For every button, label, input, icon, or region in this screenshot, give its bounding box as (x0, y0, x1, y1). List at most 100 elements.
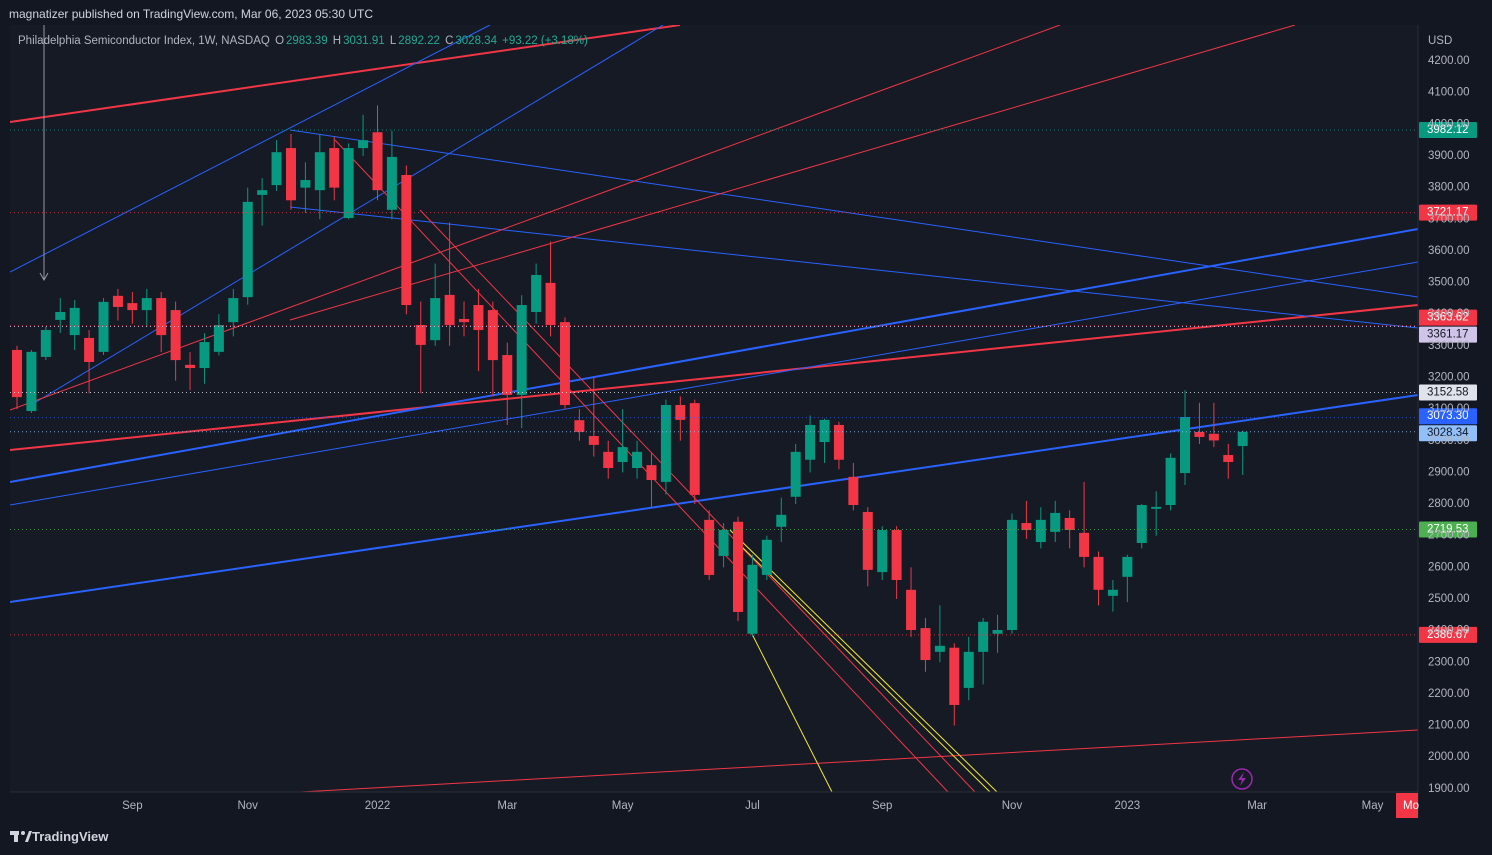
ohlc-letter: H (332, 35, 342, 47)
candle-body (257, 190, 268, 195)
x-tick-label: Nov (237, 800, 258, 812)
candle-body (415, 324, 426, 345)
candle-body (170, 310, 181, 361)
candle-body (1064, 517, 1075, 531)
level-label-bg (1419, 309, 1477, 326)
candle-body (776, 514, 787, 527)
trendline (289, 206, 1418, 329)
logo (25, 831, 32, 842)
candle-body (358, 140, 369, 149)
ohlc-value: 2892.22 (398, 35, 440, 47)
logo (14, 831, 18, 842)
trendline (10, 25, 491, 273)
arrow-head (39, 272, 49, 282)
alert-bolt (1238, 772, 1246, 786)
y-tick-label: 2700.00 (1428, 530, 1470, 542)
candle-body (689, 403, 700, 495)
trendline (10, 25, 681, 123)
level-label-bg (1419, 408, 1477, 425)
candle-body (459, 318, 470, 323)
trendline (10, 228, 1418, 483)
candle-body (185, 364, 196, 368)
trendline (734, 539, 991, 792)
alert-icon[interactable] (1231, 768, 1253, 790)
candle-body (1151, 506, 1162, 509)
y-tick-label: 4000.00 (1428, 118, 1470, 130)
candle-body (1093, 556, 1104, 590)
trendline (299, 729, 1418, 792)
candle-body (1122, 556, 1133, 577)
level-label: 3028.34 (1427, 427, 1469, 439)
y-tick-label: 2200.00 (1428, 688, 1470, 700)
level-label: 3363.62 (1427, 312, 1469, 324)
candle-body (444, 294, 455, 325)
candle-body (559, 322, 570, 406)
level-label-bg (1419, 326, 1477, 343)
candle-body (1079, 532, 1090, 557)
candle-body (141, 298, 152, 311)
candle-body (747, 564, 758, 634)
candle-body (1237, 431, 1248, 447)
x-tick-label: May (612, 800, 634, 812)
candle-body (516, 305, 527, 395)
candle-body (646, 465, 657, 481)
candle-body (199, 342, 210, 368)
level-label: 3982.12 (1427, 124, 1469, 136)
candle-body (906, 589, 917, 630)
candle-body (401, 174, 412, 306)
candle-body (1208, 433, 1219, 441)
candle-body (891, 530, 902, 580)
x-tick-label: Mar (497, 800, 517, 812)
y-tick-label: 4200.00 (1428, 55, 1470, 67)
candle-body (617, 447, 628, 462)
y-tick-label: 3300.00 (1428, 340, 1470, 352)
x-tick-label: Jul (745, 800, 760, 812)
level-label: 3073.30 (1427, 410, 1469, 422)
ohlc-letter: L (389, 35, 397, 47)
trendline (10, 25, 1061, 411)
y-tick-label: 3100.00 (1428, 403, 1470, 415)
candle-body (790, 451, 801, 497)
level-label-bg (1419, 521, 1477, 538)
candle-body (473, 305, 484, 331)
candle-body (660, 405, 671, 482)
y-tick-label: 2300.00 (1428, 656, 1470, 668)
candle-body (112, 295, 123, 307)
candle-body (949, 647, 960, 705)
series-title: Philadelphia Semiconductor Index, 1W, NA… (18, 35, 270, 47)
candle-body (12, 349, 22, 398)
ohlc-letter: O (275, 35, 285, 47)
candle-body (675, 405, 686, 420)
candle-body (372, 132, 383, 191)
candle-body (55, 311, 66, 320)
level-label: 3361.17 (1427, 329, 1469, 341)
candle-body (1180, 417, 1191, 474)
candle-body (877, 530, 888, 573)
y-tick-label: 2000.00 (1428, 751, 1470, 763)
y-tick-label: 3500.00 (1428, 277, 1470, 289)
x-tick-label: Sep (872, 800, 892, 812)
trendline (749, 629, 833, 792)
ohlc-value: 3031.91 (343, 35, 385, 47)
candle-body (1223, 455, 1234, 462)
candle-body (1107, 589, 1118, 596)
change-value: +93.22 (+3.18%) (502, 35, 588, 47)
candle-body (84, 337, 95, 362)
level-label: 2719.53 (1427, 524, 1469, 536)
level-label-bg (1419, 626, 1477, 643)
candle-body (285, 148, 296, 201)
candle-body (603, 451, 614, 468)
currency-label: USD (1428, 35, 1452, 47)
candle-body (1035, 519, 1046, 543)
candle-body (329, 148, 340, 188)
candle-body (40, 330, 51, 357)
candle-body (978, 621, 989, 652)
candle-body (300, 180, 311, 188)
y-tick-label: 3700.00 (1428, 213, 1470, 225)
candles (12, 105, 1248, 726)
candle-body (1194, 431, 1205, 437)
levels: 3982.12 3721.17 3363.62 3361.17 3152.58 3073.… (10, 122, 1477, 643)
candle-body (127, 303, 138, 311)
candle-body (545, 282, 556, 325)
publisher-line: magnatizer published on TradingView.com,… (9, 7, 373, 21)
